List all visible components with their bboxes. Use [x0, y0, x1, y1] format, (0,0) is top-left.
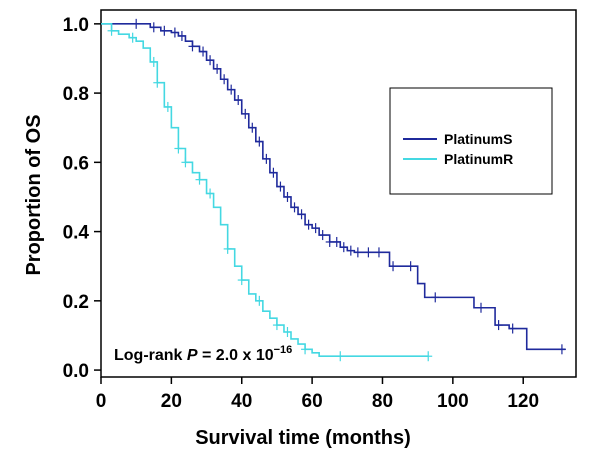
- x-tick-label: 0: [96, 391, 107, 412]
- logrank-prefix: Log-rank: [114, 347, 187, 364]
- censor-mark-platinumr: [255, 295, 264, 306]
- censor-mark-platinumr: [272, 320, 281, 331]
- censor-mark-platinumr: [149, 56, 158, 67]
- censor-mark-platinums: [227, 84, 236, 95]
- censor-mark-platinums: [557, 344, 566, 355]
- censor-mark-platinums: [276, 181, 285, 192]
- censor-mark-platinumr: [195, 174, 204, 185]
- censor-mark-platinums: [353, 247, 362, 258]
- logrank-p-label: P: [187, 347, 198, 364]
- censor-mark-platinums: [177, 30, 186, 41]
- censor-mark-platinums: [508, 323, 517, 334]
- censor-mark-platinumr: [206, 188, 215, 199]
- censor-mark-platinums: [290, 202, 299, 213]
- x-tick-label: 100: [437, 391, 469, 412]
- censor-mark-platinumr: [174, 143, 183, 154]
- x-tick-label: 20: [161, 391, 182, 412]
- censor-mark-platinums: [199, 46, 208, 57]
- censor-mark-platinums: [304, 219, 313, 230]
- censor-mark-platinums: [255, 136, 264, 147]
- censor-mark-platinumr: [424, 351, 433, 362]
- censor-mark-platinumr: [223, 243, 232, 254]
- censor-mark-platinums: [311, 223, 320, 234]
- y-tick-label: 0.8: [63, 84, 89, 105]
- plot-border: [100, 9, 577, 378]
- censor-mark-platinumr: [336, 351, 345, 362]
- censor-mark-platinumr: [181, 157, 190, 168]
- series-line-platinumr: [101, 23, 429, 358]
- censor-mark-platinumr: [301, 344, 310, 355]
- censor-mark-platinums: [160, 25, 169, 36]
- censor-mark-platinums: [132, 18, 141, 29]
- censor-mark-platinums: [283, 191, 292, 202]
- y-tick-label: 0.4: [63, 223, 90, 244]
- y-tick-label: 0.6: [63, 153, 89, 174]
- censor-mark-platinums: [149, 22, 158, 33]
- censor-mark-platinums: [220, 74, 229, 85]
- censor-mark-platinumr: [153, 77, 162, 88]
- y-tick-label: 0.0: [63, 361, 89, 382]
- censor-mark-platinums: [431, 292, 440, 303]
- censor-mark-platinumr: [163, 101, 172, 112]
- censor-mark-platinums: [241, 108, 250, 119]
- series-layer: [101, 18, 566, 362]
- logrank-equals: = 2.0 x 10: [198, 347, 274, 364]
- x-axis-title: Survival time (months): [195, 427, 411, 449]
- censor-mark-platinumr: [128, 32, 137, 43]
- legend-box: [389, 87, 553, 195]
- censor-mark-platinums: [234, 95, 243, 106]
- y-tick-label: 0.2: [63, 292, 89, 313]
- x-axis-ticks: 0 20 40 60 80 100 120: [96, 377, 539, 412]
- logrank-annotation: Log-rank P = 2.0 x 10−16: [114, 344, 292, 364]
- censor-mark-platinumr: [237, 275, 246, 286]
- censor-mark-platinums: [318, 230, 327, 241]
- legend-label-platinums: PlatinumS: [444, 131, 512, 147]
- censor-mark-platinumr: [283, 326, 292, 337]
- censor-mark-platinums: [262, 153, 271, 164]
- x-tick-label: 120: [507, 391, 539, 412]
- y-tick-label: 1.0: [63, 15, 89, 36]
- censor-mark-platinums: [364, 247, 373, 258]
- censor-mark-platinums: [206, 55, 215, 66]
- y-axis-ticks: 0.0 0.2 0.4 0.6 0.8 1.0: [63, 15, 101, 382]
- censor-mark-platinums: [269, 167, 278, 178]
- legend-label-platinumr: PlatinumR: [444, 151, 513, 167]
- censor-mark-platinums: [389, 261, 398, 272]
- censor-mark-platinums: [170, 27, 179, 38]
- censor-mark-platinums: [325, 236, 334, 247]
- y-axis-title: Proportion of OS: [23, 114, 45, 275]
- censor-mark-platinums: [332, 236, 341, 247]
- censor-mark-platinums: [477, 302, 485, 313]
- censor-mark-platinums: [297, 209, 306, 220]
- x-tick-label: 60: [302, 391, 323, 412]
- censor-mark-platinums: [339, 242, 348, 253]
- censor-mark-platinums: [188, 41, 197, 52]
- legend: PlatinumS PlatinumR: [389, 87, 553, 195]
- censor-mark-platinums: [374, 247, 383, 258]
- censor-mark-platinums: [494, 320, 503, 331]
- logrank-exponent: −16: [274, 344, 293, 356]
- censor-mark-platinums: [346, 245, 355, 256]
- censor-mark-platinumr: [107, 25, 116, 36]
- censor-mark-platinums: [248, 122, 257, 133]
- censor-mark-platinums: [406, 261, 415, 272]
- plot-frame: [100, 9, 577, 378]
- x-tick-label: 80: [372, 391, 393, 412]
- x-tick-label: 40: [231, 391, 252, 412]
- censor-mark-platinums: [213, 63, 222, 74]
